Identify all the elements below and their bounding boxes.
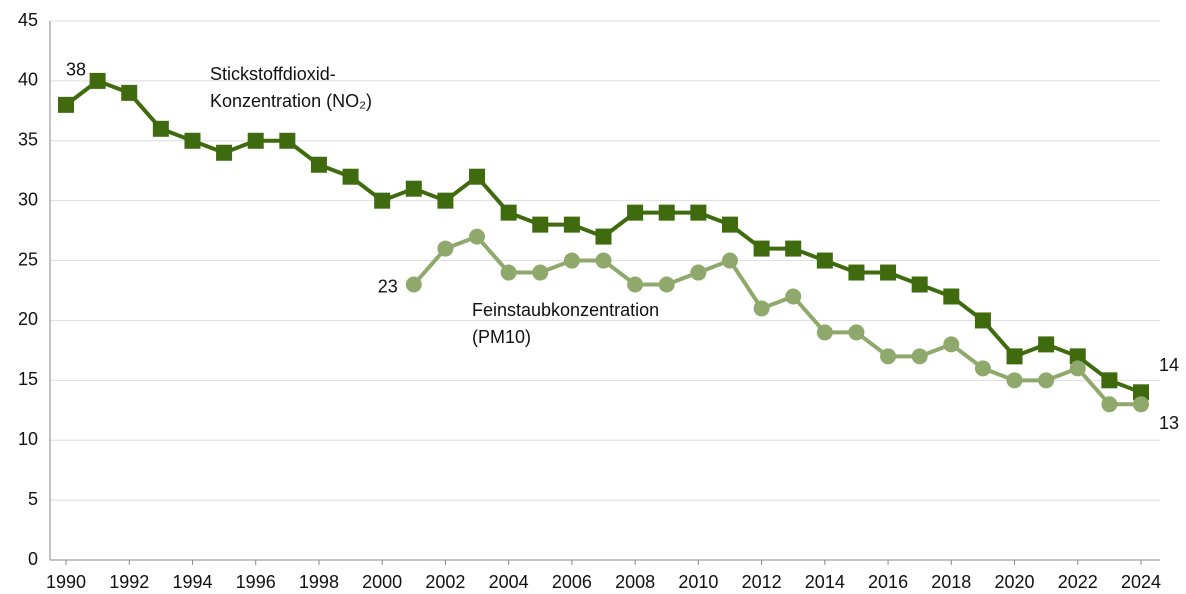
x-tick-label: 1998 xyxy=(299,572,339,592)
marker xyxy=(880,348,897,365)
marker xyxy=(405,180,422,197)
x-tick-label: 2012 xyxy=(742,572,782,592)
marker xyxy=(785,288,802,305)
x-tick-label: 2018 xyxy=(931,572,971,592)
marker xyxy=(658,276,675,293)
x-tick-label: 1992 xyxy=(109,572,149,592)
marker xyxy=(595,252,612,269)
marker xyxy=(563,252,580,269)
marker xyxy=(374,192,391,209)
y-tick-label: 10 xyxy=(18,429,38,449)
marker xyxy=(974,312,991,329)
series-label: Feinstaubkonzentration xyxy=(472,300,659,320)
marker xyxy=(1038,372,1055,389)
marker xyxy=(89,72,106,89)
x-tick-label: 2000 xyxy=(362,572,402,592)
x-tick-label: 2004 xyxy=(489,572,529,592)
data-label: 13 xyxy=(1159,413,1179,433)
marker xyxy=(974,360,991,377)
y-tick-label: 25 xyxy=(18,249,38,269)
x-tick-label: 2008 xyxy=(615,572,655,592)
marker xyxy=(58,96,74,113)
marker xyxy=(721,216,738,233)
marker xyxy=(595,228,612,245)
marker xyxy=(152,120,169,137)
data-label: 38 xyxy=(66,60,86,80)
data-label: 23 xyxy=(378,276,398,296)
marker xyxy=(563,216,580,233)
marker xyxy=(690,264,707,281)
marker xyxy=(848,264,865,281)
marker xyxy=(437,240,454,257)
marker xyxy=(279,132,296,149)
marker xyxy=(753,240,770,257)
marker xyxy=(911,276,928,293)
marker xyxy=(184,132,201,149)
series-label: Stickstoffdioxid- xyxy=(210,64,336,84)
data-label: 14 xyxy=(1159,355,1179,375)
marker xyxy=(247,132,264,149)
marker xyxy=(1006,372,1023,389)
y-tick-label: 15 xyxy=(18,369,38,389)
marker xyxy=(1069,348,1086,365)
series-label: (PM10) xyxy=(472,327,531,347)
marker xyxy=(943,336,960,353)
x-tick-label: 2024 xyxy=(1121,572,1161,592)
x-tick-label: 2016 xyxy=(868,572,908,592)
marker xyxy=(121,84,138,101)
marker xyxy=(943,288,960,305)
marker xyxy=(1101,372,1118,389)
x-tick-label: 1990 xyxy=(46,572,86,592)
marker xyxy=(405,276,422,293)
marker xyxy=(532,216,549,233)
marker xyxy=(785,240,802,257)
x-tick-label: 1996 xyxy=(236,572,276,592)
marker xyxy=(816,324,833,341)
marker xyxy=(469,168,486,185)
marker xyxy=(1133,396,1149,413)
marker xyxy=(627,204,644,221)
marker xyxy=(690,204,707,221)
y-tick-label: 45 xyxy=(18,10,38,30)
marker xyxy=(880,264,897,281)
series-label: Konzentration (NO₂) xyxy=(210,91,372,111)
x-tick-label: 2020 xyxy=(995,572,1035,592)
marker xyxy=(1069,360,1086,377)
y-tick-label: 0 xyxy=(28,549,38,569)
marker xyxy=(1006,348,1023,365)
x-tick-label: 2014 xyxy=(805,572,845,592)
marker xyxy=(216,144,233,161)
y-tick-label: 5 xyxy=(28,489,38,509)
x-tick-label: 2002 xyxy=(425,572,465,592)
marker xyxy=(658,204,675,221)
marker xyxy=(500,264,517,281)
y-tick-label: 35 xyxy=(18,130,38,150)
marker xyxy=(342,168,359,185)
marker xyxy=(627,276,644,293)
y-tick-label: 40 xyxy=(18,70,38,90)
marker xyxy=(469,228,486,245)
y-tick-label: 30 xyxy=(18,189,38,209)
marker xyxy=(816,252,833,269)
x-tick-label: 2006 xyxy=(552,572,592,592)
y-tick-label: 20 xyxy=(18,309,38,329)
marker xyxy=(721,252,738,269)
marker xyxy=(500,204,517,221)
marker xyxy=(532,264,549,281)
marker xyxy=(911,348,928,365)
x-tick-label: 2022 xyxy=(1058,572,1098,592)
marker xyxy=(437,192,454,209)
marker xyxy=(310,156,327,173)
x-tick-label: 2010 xyxy=(678,572,718,592)
marker xyxy=(1101,396,1118,413)
marker xyxy=(1038,336,1055,353)
marker xyxy=(1133,384,1149,401)
x-tick-label: 1994 xyxy=(172,572,212,592)
marker xyxy=(753,300,770,317)
marker xyxy=(848,324,865,341)
